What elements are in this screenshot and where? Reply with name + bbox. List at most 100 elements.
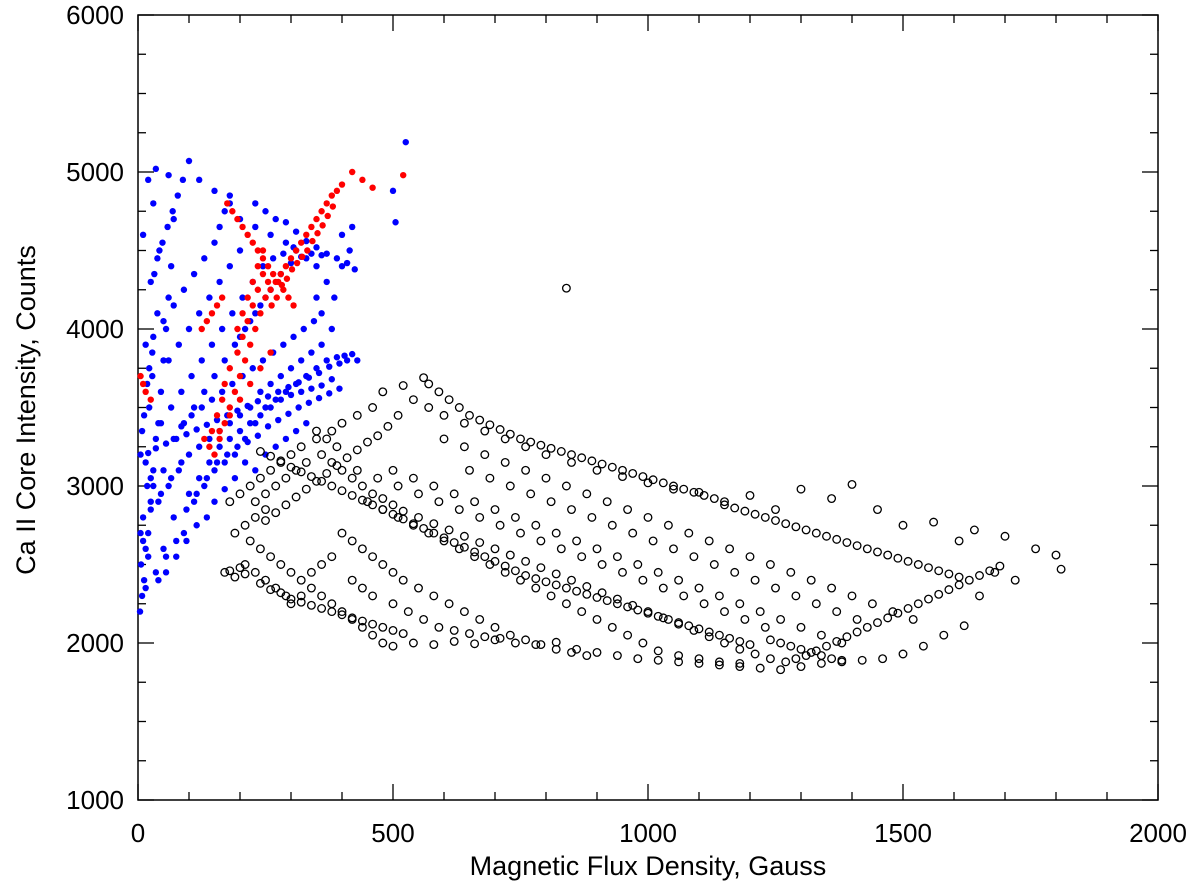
data-point (720, 638, 729, 648)
data-point (725, 544, 735, 554)
data-point (266, 465, 276, 475)
data-point (368, 630, 378, 640)
data-point (343, 357, 351, 364)
data-point (745, 552, 755, 562)
data-point (658, 478, 668, 488)
data-point (475, 512, 485, 522)
data-point (658, 613, 668, 623)
data-point (811, 599, 821, 609)
data-points (136, 138, 1066, 675)
data-point (832, 636, 842, 646)
data-point (791, 522, 801, 532)
data-point (142, 584, 149, 592)
data-point (408, 473, 418, 483)
data-point (271, 481, 281, 491)
data-point (323, 357, 330, 364)
data-point (663, 615, 673, 624)
data-point (346, 247, 353, 254)
data-point (235, 563, 245, 573)
data-point (607, 520, 617, 530)
data-point (313, 294, 320, 301)
data-point (526, 489, 536, 499)
data-point (276, 456, 286, 466)
data-point (612, 594, 622, 604)
data-point (137, 561, 145, 568)
data-point (224, 451, 231, 458)
data-point (913, 560, 923, 569)
data-point (327, 607, 337, 617)
data-point (231, 451, 239, 458)
data-point (352, 410, 362, 420)
data-point (393, 410, 403, 420)
x-tick-label: 2000 (1129, 818, 1187, 848)
data-point (480, 450, 490, 460)
data-point (398, 506, 408, 516)
data-point (196, 474, 203, 482)
data-point (206, 435, 213, 443)
data-point (308, 349, 315, 356)
data-point (434, 387, 444, 397)
data-point (704, 632, 714, 642)
data-point (185, 451, 193, 458)
data-point (546, 591, 556, 601)
data-point (388, 509, 398, 519)
data-point (221, 208, 228, 215)
data-point (786, 641, 796, 651)
data-point (653, 646, 663, 656)
data-point (138, 592, 146, 600)
data-point (561, 583, 571, 593)
data-point (296, 597, 306, 607)
data-point (607, 462, 617, 472)
data-point (903, 556, 913, 566)
data-point (262, 404, 269, 411)
data-point (318, 382, 325, 389)
data-point (275, 388, 282, 395)
data-point (623, 602, 633, 612)
data-point (296, 467, 306, 477)
data-point (190, 498, 198, 505)
data-point (216, 427, 223, 435)
data-point (190, 270, 198, 278)
data-point (750, 649, 760, 659)
data-point (226, 412, 233, 419)
data-point (944, 585, 954, 595)
data-point (147, 506, 154, 513)
data-point (342, 453, 352, 463)
data-point (306, 567, 316, 577)
data-point (368, 591, 378, 601)
data-point (490, 544, 500, 554)
data-point (292, 427, 300, 435)
data-point (229, 380, 236, 388)
data-point (735, 662, 745, 671)
data-point (796, 484, 806, 494)
data-point (918, 641, 928, 651)
data-point (388, 567, 398, 577)
data-point (216, 278, 223, 286)
data-point (449, 489, 459, 499)
data-point (259, 263, 267, 270)
data-point (226, 365, 233, 372)
data-point (954, 572, 964, 582)
data-point (154, 255, 161, 262)
data-point (211, 451, 218, 458)
data-point (244, 438, 251, 446)
data-point (175, 467, 182, 474)
data-point (357, 495, 367, 505)
data-point (521, 442, 531, 452)
data-point (271, 583, 281, 593)
data-point (531, 520, 541, 530)
data-point (349, 168, 356, 176)
data-point (142, 545, 149, 552)
data-point (244, 294, 251, 301)
data-point (521, 465, 531, 475)
data-point (154, 310, 161, 317)
data-point (439, 536, 449, 546)
data-point (140, 412, 148, 419)
data-point (383, 421, 393, 431)
data-point (842, 538, 852, 547)
data-point (582, 582, 592, 591)
data-point (551, 569, 561, 579)
data-point (424, 403, 434, 412)
data-point (150, 200, 157, 207)
